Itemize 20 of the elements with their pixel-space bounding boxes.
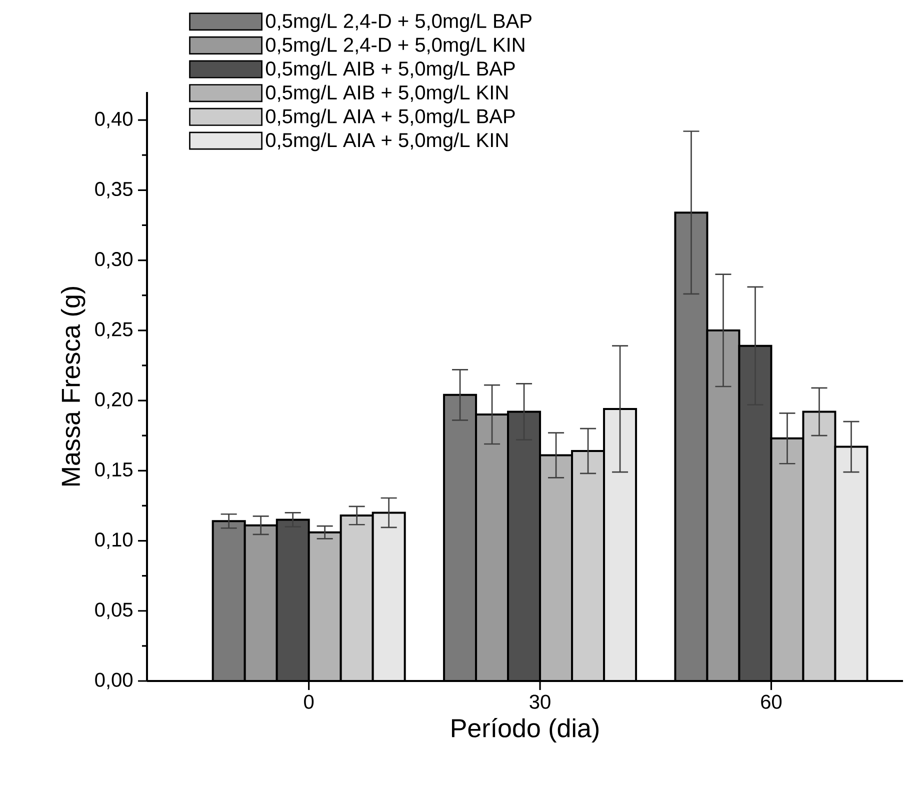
y-axis-title: Massa Fresca (g) [60, 287, 86, 486]
y-tick-label: 0,20 [95, 392, 132, 409]
x-tick-label: 60 [761, 694, 782, 709]
y-tick-label: 0,30 [95, 252, 132, 269]
y-tick-label: 0,10 [95, 532, 132, 550]
y-tick-label: 0,15 [95, 462, 132, 479]
y-tick-label: 0,00 [95, 672, 132, 690]
x-axis-title: Período (dia) [452, 718, 598, 743]
legend-label: 0,5mg/L AIA + 5,0mg/L KIN [266, 132, 508, 152]
y-tick-label: 0,05 [95, 602, 132, 620]
legend-label: 0,5mg/L 2,4-D + 5,0mg/L KIN [266, 37, 524, 56]
y-tick-label: 0,40 [95, 112, 132, 128]
y-tick-label: 0,35 [95, 182, 132, 198]
x-tick-label: 0 [304, 694, 314, 709]
legend-label: 0,5mg/L 2,4-D + 5,0mg/L BAP [266, 13, 532, 32]
x-tick-label: 30 [530, 694, 550, 709]
y-tick-label: 0,25 [95, 322, 132, 339]
legend-label: 0,5mg/L AIB + 5,0mg/L BAP [266, 61, 515, 80]
legend-label: 0,5mg/L AIA + 5,0mg/L BAP [266, 108, 515, 128]
legend-label: 0,5mg/L AIB + 5,0mg/L KIN [266, 84, 508, 104]
